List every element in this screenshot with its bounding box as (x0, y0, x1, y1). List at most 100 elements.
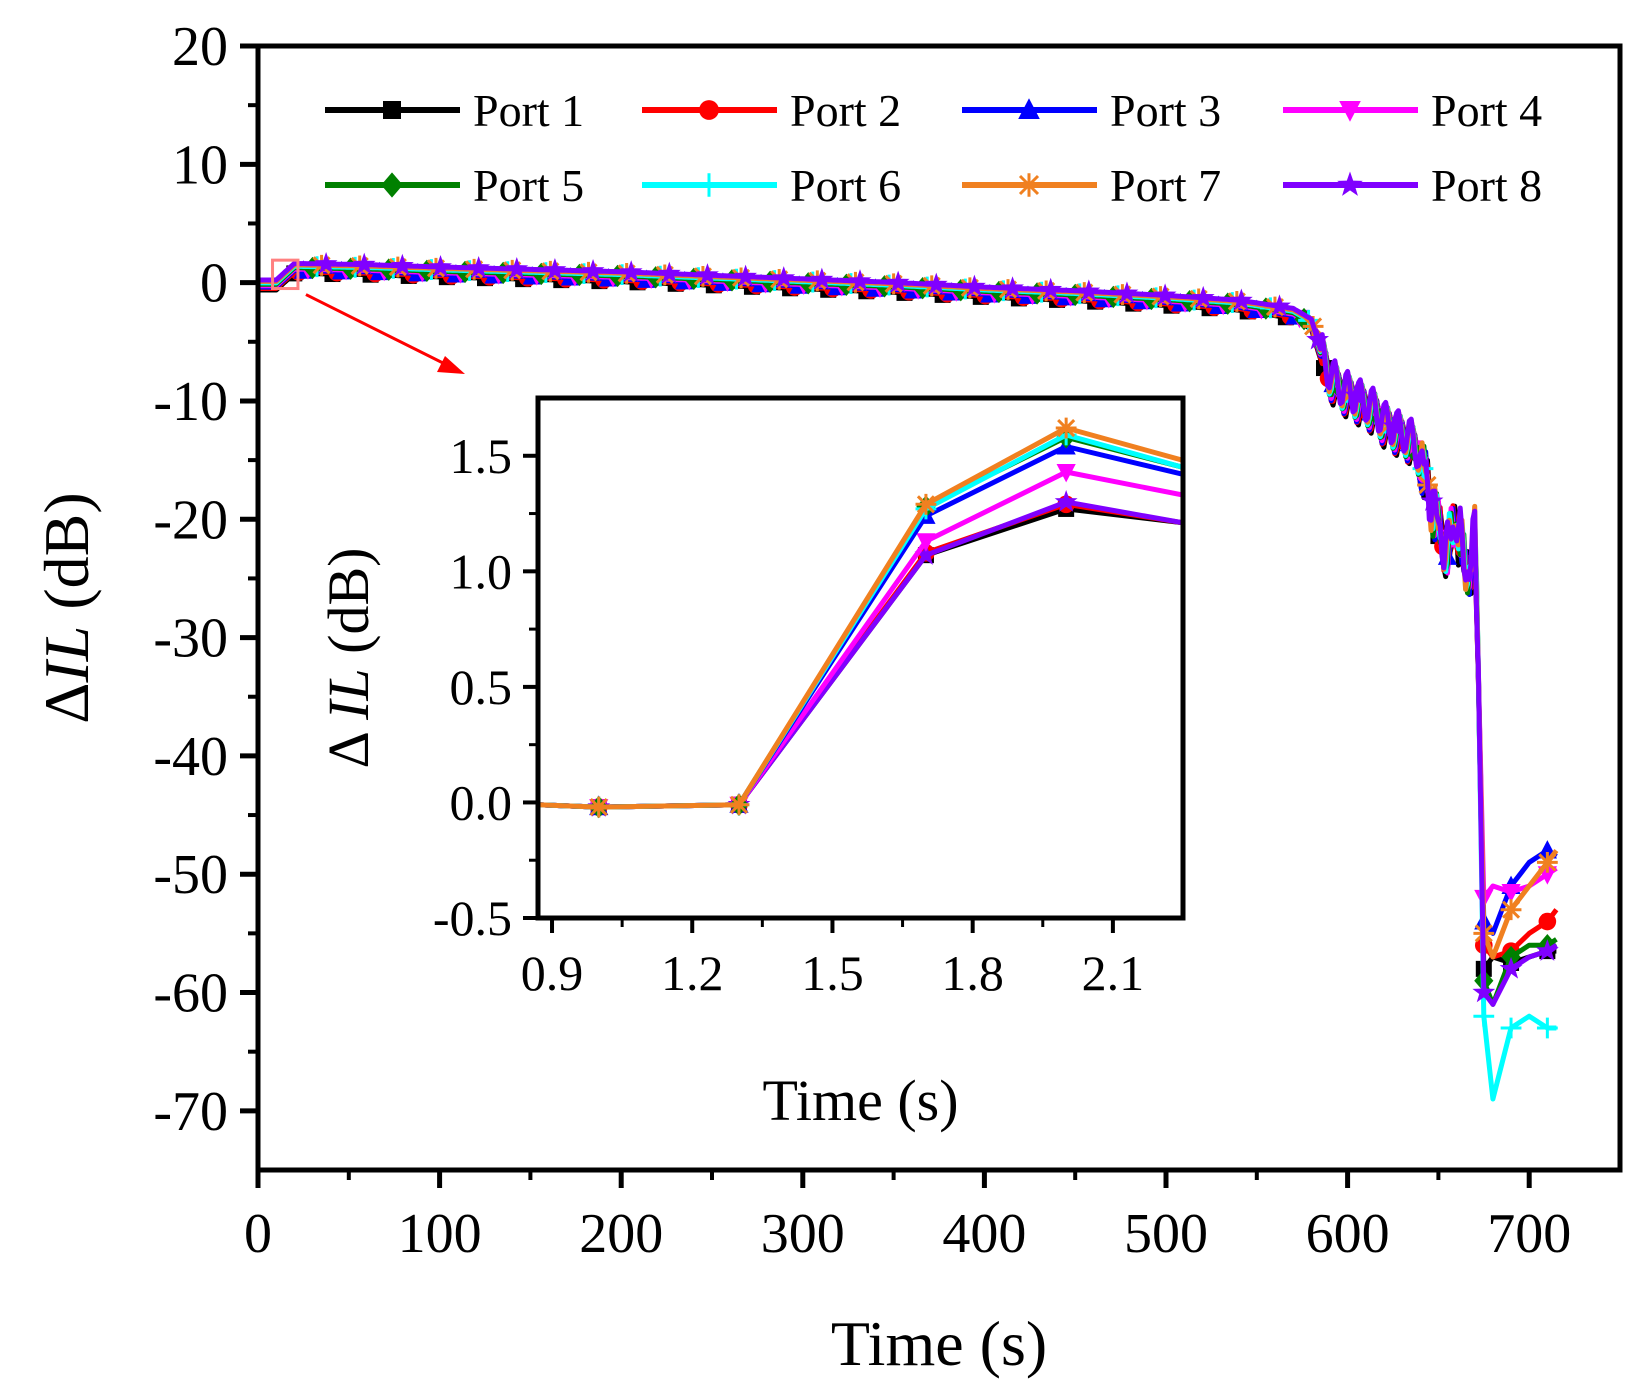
y-axis-label-suffix: (dB) (31, 492, 102, 625)
series-marker-8 (1077, 279, 1101, 302)
legend-marker (699, 100, 719, 120)
main-plot: 0 100 200 300 400 500 600 70020100-10-20-30-40-… (31, 16, 1623, 1379)
series-marker-8 (429, 255, 452, 277)
series-marker-8 (1268, 294, 1291, 317)
series-marker-8 (1499, 956, 1523, 979)
series-marker-8 (810, 267, 834, 290)
inset-y-tick-label: 0.5 (450, 659, 513, 715)
legend: Port 1 Port 2 Port 3 Port 4 Port 5 Port 6 Port… (325, 85, 1542, 211)
series-marker-8 (1472, 980, 1496, 1003)
zoom-arrow-line (305, 293, 452, 369)
inset-frame (535, 395, 1186, 921)
legend-label: Port 1 (473, 85, 584, 136)
series-marker-8 (962, 274, 986, 297)
x-tick-label: 400 (942, 1203, 1026, 1265)
legend-marker (1017, 173, 1041, 197)
inset-series-marker-7 (1055, 417, 1077, 439)
series-marker-8 (1001, 276, 1024, 298)
inset-series-marker-8 (914, 543, 938, 565)
inset-y-axis-label-suffix: (dB) (316, 547, 381, 668)
inset-x-tick-label: 1.5 (801, 945, 864, 1001)
inset-background (538, 398, 1183, 918)
series-marker-8 (848, 269, 872, 291)
series-marker-6 (1473, 1005, 1495, 1027)
series-marker-4 (1501, 883, 1521, 903)
series-marker-8 (1535, 939, 1559, 961)
series-marker-8 (734, 264, 758, 287)
series-marker-8 (505, 257, 529, 279)
inset-x-axis-label: Time (s) (762, 1068, 958, 1133)
legend-item-6: Port 6 (642, 160, 901, 211)
legend-label: Port 2 (790, 85, 901, 136)
series-marker-8 (1153, 283, 1177, 306)
legend-label: Port 6 (790, 160, 901, 211)
inset-x-tick-label: 2.1 (1082, 945, 1145, 1001)
x-tick-label: 0 (244, 1203, 272, 1265)
y-tick-label: -10 (153, 371, 228, 433)
inset-series-marker-7 (728, 794, 750, 816)
y-tick-label: -20 (153, 489, 228, 551)
inset-y-axis-label-prefix: Δ (316, 720, 381, 769)
series-marker-7 (1536, 851, 1558, 873)
series-marker-6 (1536, 1017, 1558, 1039)
legend-marker (1339, 101, 1361, 122)
series-marker-8 (696, 263, 719, 285)
series-marker-2 (1538, 912, 1557, 931)
legend-label: Port 7 (1110, 160, 1221, 211)
legend-label: Port 3 (1110, 85, 1221, 136)
x-tick-label: 100 (398, 1203, 482, 1265)
series-marker-7 (1500, 899, 1522, 921)
series-marker-8 (1382, 414, 1406, 436)
inset-y-tick-label: 0.0 (450, 774, 513, 830)
legend-marker (697, 173, 721, 197)
legend-marker (381, 172, 403, 198)
series-marker-8 (1344, 383, 1368, 406)
y-axis-label-italic: IL (31, 626, 102, 684)
inset-y-tick-label: -0.5 (433, 890, 512, 946)
inset-x-tick-label: 0.9 (521, 945, 584, 1001)
series-marker-8 (352, 252, 376, 275)
y-tick-label: -60 (153, 963, 228, 1025)
inset-x-tick-label: 1.2 (661, 945, 724, 1001)
legend-item-3: Port 3 (962, 85, 1221, 136)
inset-x-tick-label: 1.8 (941, 945, 1004, 1001)
legend-label: Port 8 (1431, 160, 1542, 211)
series-marker-8 (772, 266, 796, 288)
series-marker-8 (924, 272, 948, 295)
inset-y-axis-label-italic: IL (316, 668, 381, 721)
series-marker-8 (543, 258, 567, 280)
inset-series-group (538, 417, 1183, 819)
series-marker-8 (619, 260, 643, 282)
series-marker-8 (1115, 281, 1139, 304)
legend-marker (1337, 171, 1363, 196)
series-marker-8 (1229, 288, 1253, 311)
inset-y-tick-label: 1.0 (450, 543, 513, 599)
legend-item-5: Port 5 (325, 160, 584, 211)
legend-item-1: Port 1 (325, 85, 584, 136)
inset-y-tick-label: 1.5 (450, 428, 513, 484)
x-tick-label: 600 (1306, 1203, 1390, 1265)
inset-y-axis-label: Δ IL (dB) (316, 547, 381, 768)
zoom-arrow-head (437, 356, 465, 374)
y-axis-label-prefix: Δ (31, 683, 102, 724)
inset-plot: 0.9 1.2 1.5 1.8 2.1 1.5 1.0 0.5 0.0 -0.5 Time (s) Δ… (316, 395, 1186, 1133)
y-tick-label: -50 (153, 844, 228, 906)
y-tick-label: 0 (200, 253, 228, 315)
series-marker-8 (1420, 489, 1444, 511)
zoom-annotation (271, 258, 465, 374)
series-marker-8 (1191, 285, 1215, 308)
y-axis-label: ΔIL (dB) (31, 492, 102, 723)
x-tick-label: 500 (1124, 1203, 1208, 1265)
main-frame (255, 43, 1623, 1173)
legend-marker (1018, 98, 1040, 119)
x-axis-label: Time (s) (831, 1308, 1047, 1379)
x-tick-label: 300 (761, 1203, 845, 1265)
legend-item-2: Port 2 (642, 85, 901, 136)
main-series-group (258, 251, 1559, 1102)
series-marker-8 (1306, 327, 1330, 350)
y-tick-label: 20 (172, 16, 228, 78)
legend-item-7: Port 7 (962, 160, 1221, 211)
inset-series-marker-7 (588, 796, 610, 818)
legend-label: Port 4 (1431, 85, 1542, 136)
